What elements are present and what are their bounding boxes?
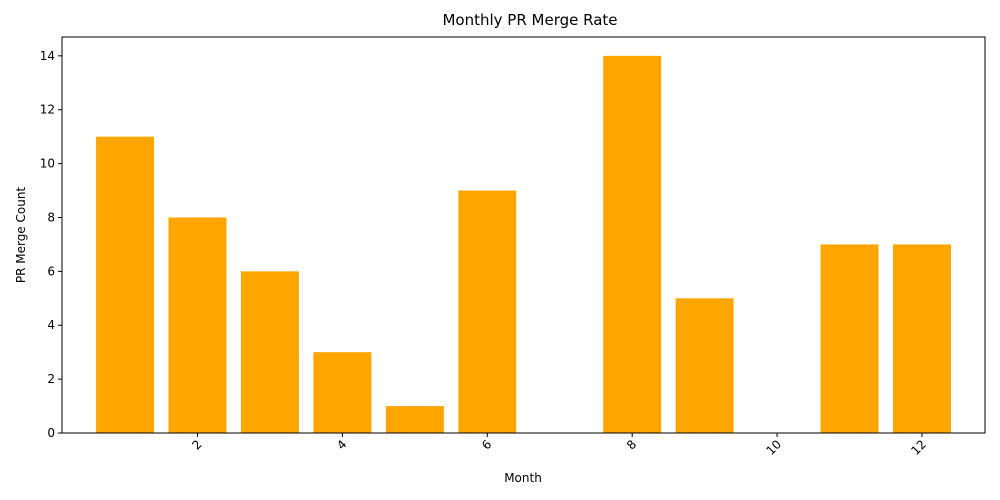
y-tick-label-12: 12 [40, 103, 55, 117]
bar-month-3 [240, 271, 299, 433]
y-tick-label-6: 6 [47, 264, 55, 278]
bar-month-12 [892, 244, 951, 433]
bar-month-8 [603, 55, 662, 433]
y-tick-label-14: 14 [40, 49, 55, 63]
y-tick-label-0: 0 [47, 426, 55, 440]
x-tick-label-6: 6 [479, 437, 494, 452]
y-tick-label-2: 2 [47, 372, 55, 386]
bar-month-11 [820, 244, 879, 433]
bar-month-6 [458, 190, 517, 433]
x-tick-label-8: 8 [624, 437, 639, 452]
bar-month-5 [385, 406, 444, 433]
y-tick-label-4: 4 [47, 318, 55, 332]
x-axis-ticks: 2 4 6 8 10 12 [189, 433, 929, 458]
x-tick-label-4: 4 [334, 437, 349, 452]
bars-group [96, 55, 951, 433]
y-tick-label-10: 10 [40, 157, 55, 171]
chart-title: Monthly PR Merge Rate [442, 11, 617, 29]
x-tick-label-2: 2 [189, 437, 204, 452]
plot-frame [61, 36, 986, 434]
bar-month-9 [675, 298, 734, 433]
y-axis-ticks: 0 2 4 6 8 10 12 14 [40, 49, 62, 440]
x-tick-label-10: 10 [763, 437, 784, 458]
bar-month-1 [96, 136, 155, 433]
bar-month-4 [313, 352, 372, 433]
bar-month-2 [168, 217, 227, 433]
x-tick-label-12: 12 [908, 437, 929, 458]
y-axis-label: PR Merge Count [14, 187, 28, 284]
y-tick-label-8: 8 [47, 210, 55, 224]
x-axis-label: Month [504, 471, 542, 485]
